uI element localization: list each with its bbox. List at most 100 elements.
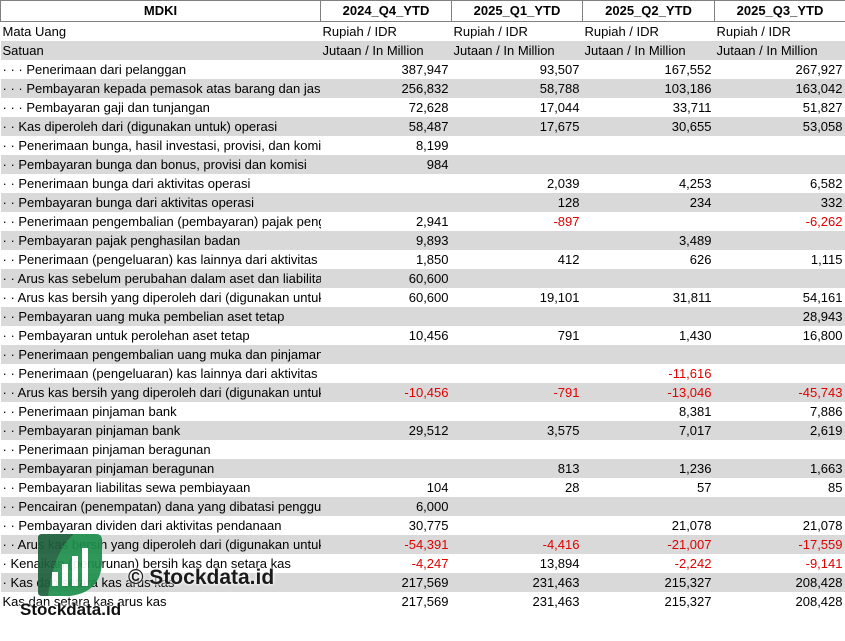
value-cell[interactable]: 1,115 (810, 252, 843, 267)
row-label[interactable]: · · Pembayaran dividen dari aktivitas pe… (1, 516, 321, 535)
value-cell[interactable]: 813 (451, 459, 583, 478)
row-label[interactable]: · · Pembayaran bunga dari aktivitas oper… (0, 193, 321, 212)
meta-cell[interactable]: Jutaan / In Million (582, 41, 715, 60)
value-cell[interactable]: 31,811 (672, 290, 712, 305)
value-cell[interactable]: -9,141 (805, 556, 843, 571)
row-label[interactable]: · · Pembayaran pinjaman beragunan (0, 459, 321, 478)
value-cell[interactable] (451, 231, 583, 250)
row-label[interactable]: Mata Uang (1, 22, 321, 42)
row-label[interactable]: · · Arus kas sebelum perubahan dalam ase… (0, 269, 321, 288)
header-period-2[interactable]: 2025_Q1_YTD (451, 0, 583, 22)
value-cell[interactable] (582, 155, 715, 174)
value-cell[interactable]: 626 (689, 252, 712, 267)
value-cell[interactable] (582, 269, 715, 288)
value-cell[interactable]: 234 (582, 193, 715, 212)
value-cell[interactable]: 208,428 (714, 573, 845, 592)
value-cell[interactable]: 267,927 (795, 62, 843, 77)
value-cell[interactable]: 412 (557, 252, 580, 267)
value-cell[interactable] (321, 174, 452, 193)
meta-cell[interactable]: Rupiah / IDR (453, 24, 528, 39)
value-cell[interactable] (583, 212, 715, 231)
row-label[interactable]: · · Pembayaran pajak penghasilan badan (0, 231, 321, 250)
value-cell[interactable]: 1,850 (415, 252, 449, 267)
value-cell[interactable] (452, 516, 583, 535)
row-label[interactable]: · · · Pembayaran kepada pemasok atas bar… (0, 79, 321, 98)
value-cell[interactable]: 28,943 (714, 307, 845, 326)
header-period-1[interactable]: 2024_Q4_YTD (320, 0, 452, 22)
meta-cell[interactable]: Rupiah / IDR (322, 24, 397, 39)
value-cell[interactable] (714, 497, 845, 516)
value-cell[interactable] (583, 136, 715, 155)
row-label[interactable]: · · Pembayaran untuk perolehan aset teta… (1, 326, 321, 345)
value-cell[interactable]: 791 (557, 328, 580, 343)
row-label[interactable]: · · Kas diperoleh dari (digunakan untuk)… (0, 117, 321, 136)
row-label[interactable]: · · Penerimaan pengembalian (pembayaran)… (1, 212, 321, 231)
value-cell[interactable]: 103,186 (582, 79, 715, 98)
row-label[interactable]: · · Penerimaan pinjaman bank (1, 402, 321, 421)
value-cell[interactable] (451, 269, 583, 288)
value-cell[interactable] (715, 136, 845, 155)
value-cell[interactable]: 19,101 (539, 290, 580, 305)
value-cell[interactable]: 2,039 (546, 176, 580, 191)
value-cell[interactable]: 9,893 (320, 231, 452, 250)
row-label[interactable]: · · Pembayaran uang muka pembelian aset … (0, 307, 321, 326)
value-cell[interactable] (714, 269, 845, 288)
value-cell[interactable]: 6,000 (320, 497, 452, 516)
meta-cell[interactable]: Rupiah / IDR (584, 24, 659, 39)
value-cell[interactable]: 10,456 (408, 328, 449, 343)
value-cell[interactable]: -10,456 (320, 383, 452, 402)
value-cell[interactable]: 53,058 (714, 117, 845, 136)
value-cell[interactable] (452, 402, 583, 421)
value-cell[interactable] (321, 364, 452, 383)
value-cell[interactable]: -791 (451, 383, 583, 402)
value-cell[interactable] (321, 440, 452, 459)
value-cell[interactable] (452, 364, 583, 383)
value-cell[interactable]: 58,487 (320, 117, 452, 136)
value-cell[interactable]: 17,044 (539, 100, 580, 115)
meta-cell[interactable]: Jutaan / In Million (714, 41, 845, 60)
value-cell[interactable]: 1,663 (714, 459, 845, 478)
value-cell[interactable]: 28 (565, 480, 580, 495)
value-cell[interactable]: 21,078 (802, 518, 843, 533)
value-cell[interactable]: -6,262 (805, 214, 843, 229)
header-ticker[interactable]: MDKI (0, 0, 321, 22)
value-cell[interactable] (715, 440, 845, 459)
row-label[interactable]: · · Penerimaan (pengeluaran) kas lainnya… (1, 250, 321, 269)
value-cell[interactable] (451, 307, 583, 326)
row-label[interactable]: · · Pencairan (penempatan) dana yang dib… (0, 497, 321, 516)
value-cell[interactable]: -45,743 (714, 383, 845, 402)
meta-cell[interactable]: Jutaan / In Million (451, 41, 583, 60)
row-label[interactable]: · · Arus kas bersih yang diperoleh dari … (0, 383, 321, 402)
value-cell[interactable]: 332 (714, 193, 845, 212)
row-label[interactable]: Satuan (0, 41, 321, 60)
value-cell[interactable]: 128 (451, 193, 583, 212)
value-cell[interactable]: 85 (828, 480, 843, 495)
value-cell[interactable]: 60,600 (320, 269, 452, 288)
meta-cell[interactable]: Jutaan / In Million (320, 41, 452, 60)
value-cell[interactable]: 217,569 (401, 594, 449, 609)
row-label[interactable]: · · Pembayaran bunga dan bonus, provisi … (0, 155, 321, 174)
row-label[interactable]: · · Penerimaan (pengeluaran) kas lainnya… (1, 364, 321, 383)
value-cell[interactable]: 29,512 (320, 421, 452, 440)
value-cell[interactable]: 30,655 (582, 117, 715, 136)
value-cell[interactable]: 167,552 (664, 62, 712, 77)
value-cell[interactable]: 387,947 (401, 62, 449, 77)
value-cell[interactable]: 1,430 (678, 328, 712, 343)
value-cell[interactable]: 8,381 (678, 404, 712, 419)
value-cell[interactable]: 58,788 (451, 79, 583, 98)
value-cell[interactable]: 54,161 (802, 290, 843, 305)
row-label[interactable]: · · · Pembayaran gaji dan tunjangan (1, 98, 321, 117)
value-cell[interactable] (451, 345, 583, 364)
value-cell[interactable] (451, 155, 583, 174)
row-label[interactable]: · · Penerimaan pengembalian uang muka da… (0, 345, 321, 364)
header-period-4[interactable]: 2025_Q3_YTD (714, 0, 845, 22)
value-cell[interactable]: 33,711 (672, 100, 712, 115)
value-cell[interactable] (452, 440, 583, 459)
value-cell[interactable] (320, 193, 452, 212)
value-cell[interactable]: 57 (697, 480, 712, 495)
value-cell[interactable]: 13,894 (539, 556, 580, 571)
value-cell[interactable]: 17,675 (451, 117, 583, 136)
value-cell[interactable] (582, 307, 715, 326)
row-label[interactable]: · · Pembayaran pinjaman bank (0, 421, 321, 440)
value-cell[interactable]: 231,463 (451, 573, 583, 592)
